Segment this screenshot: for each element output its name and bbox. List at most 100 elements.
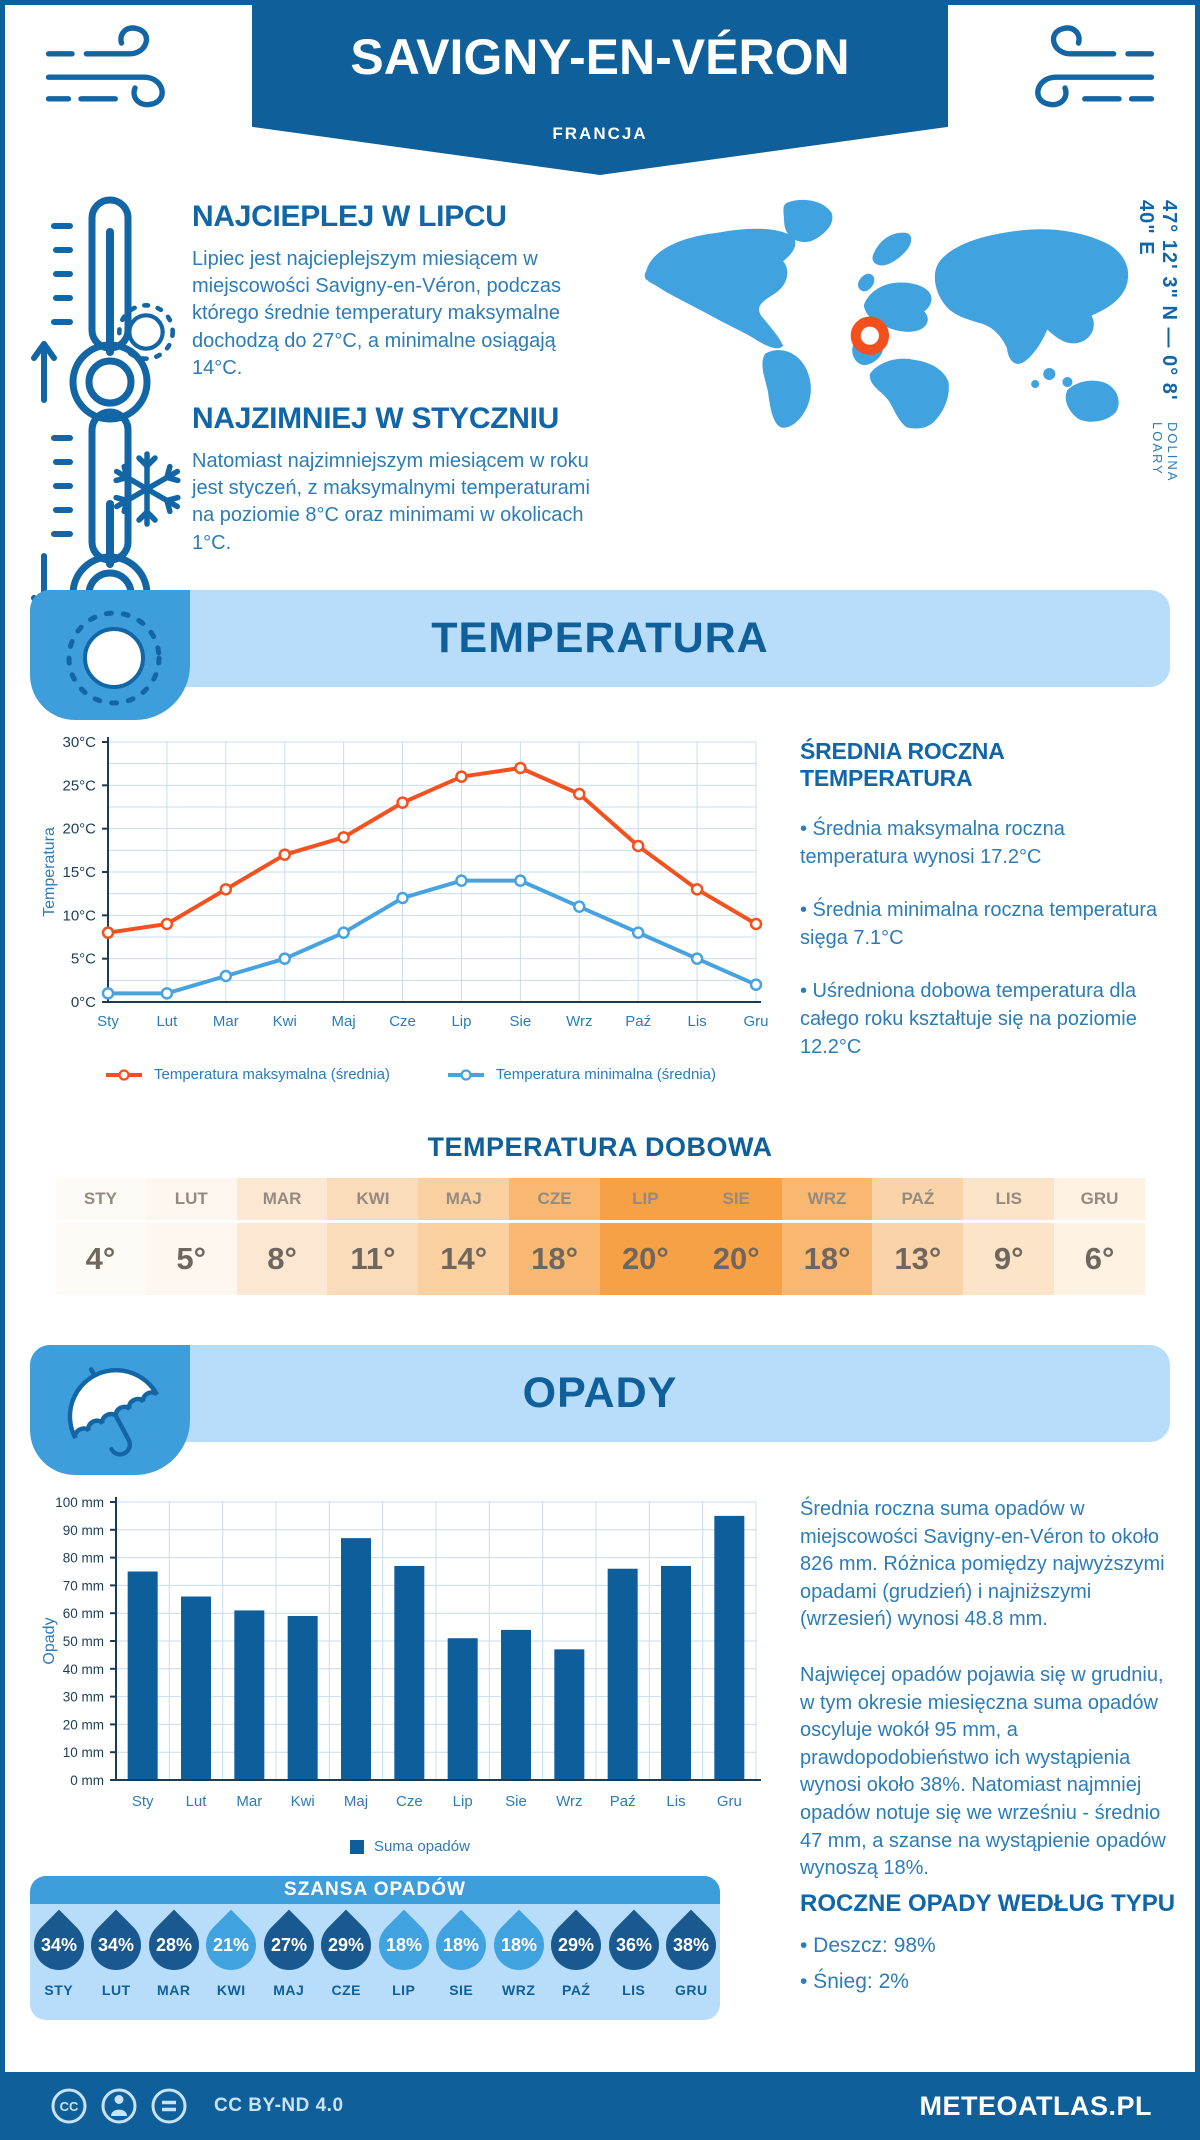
data-point xyxy=(573,787,586,801)
svg-text:30°C: 30°C xyxy=(62,734,96,751)
warmest-title: NAJCIEPLEJ W LIPCU xyxy=(192,200,507,233)
coordinates-block: 47° 12' 3" N — 0° 8' 40" E DOLINA LOARY xyxy=(1134,200,1180,520)
svg-text:10°C: 10°C xyxy=(62,907,96,924)
svg-text:30 mm: 30 mm xyxy=(63,1690,104,1705)
data-point xyxy=(690,952,704,965)
data-point xyxy=(160,987,174,1000)
svg-text:70 mm: 70 mm xyxy=(63,1578,104,1593)
coordinates-text: 47° 12' 3" N — 0° 8' 40" E xyxy=(1135,200,1180,401)
svg-text:Lut: Lut xyxy=(186,1793,208,1810)
raindrop-icon: 28% xyxy=(138,1909,210,1981)
svg-text:90 mm: 90 mm xyxy=(63,1523,104,1538)
month-header-cell: PAŹ xyxy=(872,1178,964,1220)
bar xyxy=(287,1615,318,1780)
data-point xyxy=(455,874,468,887)
svg-text:Sie: Sie xyxy=(510,1013,532,1030)
table-column: KWI 11° xyxy=(327,1178,419,1295)
chance-drop-item: 18% WRZ xyxy=(483,1904,555,1998)
precipitation-chance-title: SZANSA OPADÓW xyxy=(30,1876,720,1904)
annual-temperature-title: ŚREDNIA ROCZNA TEMPERATURA xyxy=(800,738,1004,791)
svg-text:Sie: Sie xyxy=(505,1793,527,1810)
temperature-value-cell: 18° xyxy=(509,1223,600,1295)
month-header-cell: CZE xyxy=(509,1178,600,1220)
data-point xyxy=(631,839,645,853)
table-column: SIE 20° xyxy=(690,1178,782,1295)
chance-drop-item: 36% LIS xyxy=(598,1904,670,1998)
annual-temperature-summary: ŚREDNIA ROCZNA TEMPERATURA • Średnia mak… xyxy=(800,738,1172,1087)
drop-month-label: LIS xyxy=(622,1982,646,1998)
chance-drop-item: 27% MAJ xyxy=(253,1904,325,1998)
month-header-cell: MAJ xyxy=(418,1178,510,1220)
raindrop-icon: 34% xyxy=(80,1909,152,1981)
location-marker xyxy=(850,316,890,355)
table-column: CZE 18° xyxy=(509,1178,600,1295)
region-text: DOLINA LOARY xyxy=(1150,422,1180,482)
data-point xyxy=(396,891,409,905)
drop-month-label: LIP xyxy=(392,1982,416,1998)
svg-text:20 mm: 20 mm xyxy=(63,1717,104,1732)
temperature-value-cell: 9° xyxy=(963,1223,1055,1295)
svg-text:60 mm: 60 mm xyxy=(63,1606,104,1621)
coldest-text: Natomiast najzimniejszym miesiącem w rok… xyxy=(192,450,590,554)
country-label: FRANCJA xyxy=(552,124,648,143)
by-type-title: ROCZNE OPADY WEDŁUG TYPU xyxy=(800,1890,1176,1917)
brand-text: METEOATLAS.PL xyxy=(919,2090,1152,2121)
table-column: LIS 9° xyxy=(963,1178,1055,1295)
world-map xyxy=(644,199,1129,429)
precipitation-section-banner: OPADY xyxy=(30,1345,1170,1475)
line-series xyxy=(107,766,758,935)
data-point xyxy=(337,926,350,939)
legend-item: Suma opadów xyxy=(350,1838,470,1855)
svg-text:40 mm: 40 mm xyxy=(63,1662,104,1677)
data-point xyxy=(514,874,527,887)
svg-text:Lut: Lut xyxy=(156,1013,178,1030)
svg-text:Mar: Mar xyxy=(236,1793,262,1810)
drop-month-label: MAR xyxy=(157,1982,191,1998)
chance-drop-item: 38% GRU xyxy=(655,1904,727,1998)
chance-drop-item: 18% SIE xyxy=(425,1904,497,1998)
daily-temperature-table: STY 4° LUT 5° MAR 8° KWI 11° MAJ 14° CZE 18° LIP 20° S… xyxy=(55,1178,1145,1295)
table-column: LIP 20° xyxy=(599,1178,691,1295)
month-header-cell: KWI xyxy=(327,1178,419,1220)
data-point xyxy=(101,926,115,939)
temperature-section-banner: TEMPERATURA xyxy=(30,590,1170,720)
thermometer-up-icon xyxy=(31,196,151,423)
bar xyxy=(127,1571,158,1780)
svg-text:Temperatura: Temperatura xyxy=(41,827,58,917)
raindrop-icon: 38% xyxy=(655,1909,727,1981)
svg-text:Wrz: Wrz xyxy=(556,1793,582,1810)
svg-text:Maj: Maj xyxy=(344,1793,368,1810)
svg-text:10 mm: 10 mm xyxy=(63,1745,104,1760)
bar-chart-legend: Suma opadów xyxy=(40,1838,780,1855)
table-column: MAJ 14° xyxy=(418,1178,510,1295)
bar xyxy=(447,1638,478,1780)
raindrop-icon: 21% xyxy=(195,1909,267,1981)
month-header-cell: LUT xyxy=(145,1178,237,1220)
svg-text:Lip: Lip xyxy=(451,1013,471,1030)
svg-text:Sty: Sty xyxy=(97,1013,119,1030)
chance-drop-item: 29% CZE xyxy=(310,1904,382,1998)
chance-drop-item: 29% PAŹ xyxy=(540,1904,612,1998)
svg-text:Gru: Gru xyxy=(743,1013,768,1030)
drop-month-label: CZE xyxy=(331,1982,361,1998)
precipitation-summary: Średnia roczna suma opadów w miejscowośc… xyxy=(800,1496,1178,1911)
data-point xyxy=(101,987,115,1000)
svg-text:CC: CC xyxy=(60,2099,79,2114)
bar xyxy=(714,1515,745,1780)
data-point xyxy=(455,770,468,783)
month-header-cell: MAR xyxy=(236,1178,328,1220)
precipitation-section-title: OPADY xyxy=(522,1369,678,1417)
sun-banner-icon xyxy=(66,610,162,706)
drop-month-label: LUT xyxy=(101,1982,131,1998)
table-column: WRZ 18° xyxy=(781,1178,873,1295)
month-header-cell: SIE xyxy=(690,1178,782,1220)
warmest-text: Lipiec jest najcieplejszym miesiącem w m… xyxy=(192,248,562,379)
bar xyxy=(394,1565,425,1780)
svg-text:Mar: Mar xyxy=(213,1013,239,1030)
precipitation-chance-drops: 34% STY 34% LUT 28% MAR 21% KWI 27% MAJ 29% CZE 18% L… xyxy=(23,1904,727,1998)
daily-temperature-title: TEMPERATURA DOBOWA xyxy=(427,1132,773,1162)
chance-drop-item: 28% MAR xyxy=(138,1904,210,1998)
svg-text:Cze: Cze xyxy=(389,1013,416,1030)
bar xyxy=(554,1649,585,1780)
chance-drop-item: 34% STY xyxy=(23,1904,95,1998)
